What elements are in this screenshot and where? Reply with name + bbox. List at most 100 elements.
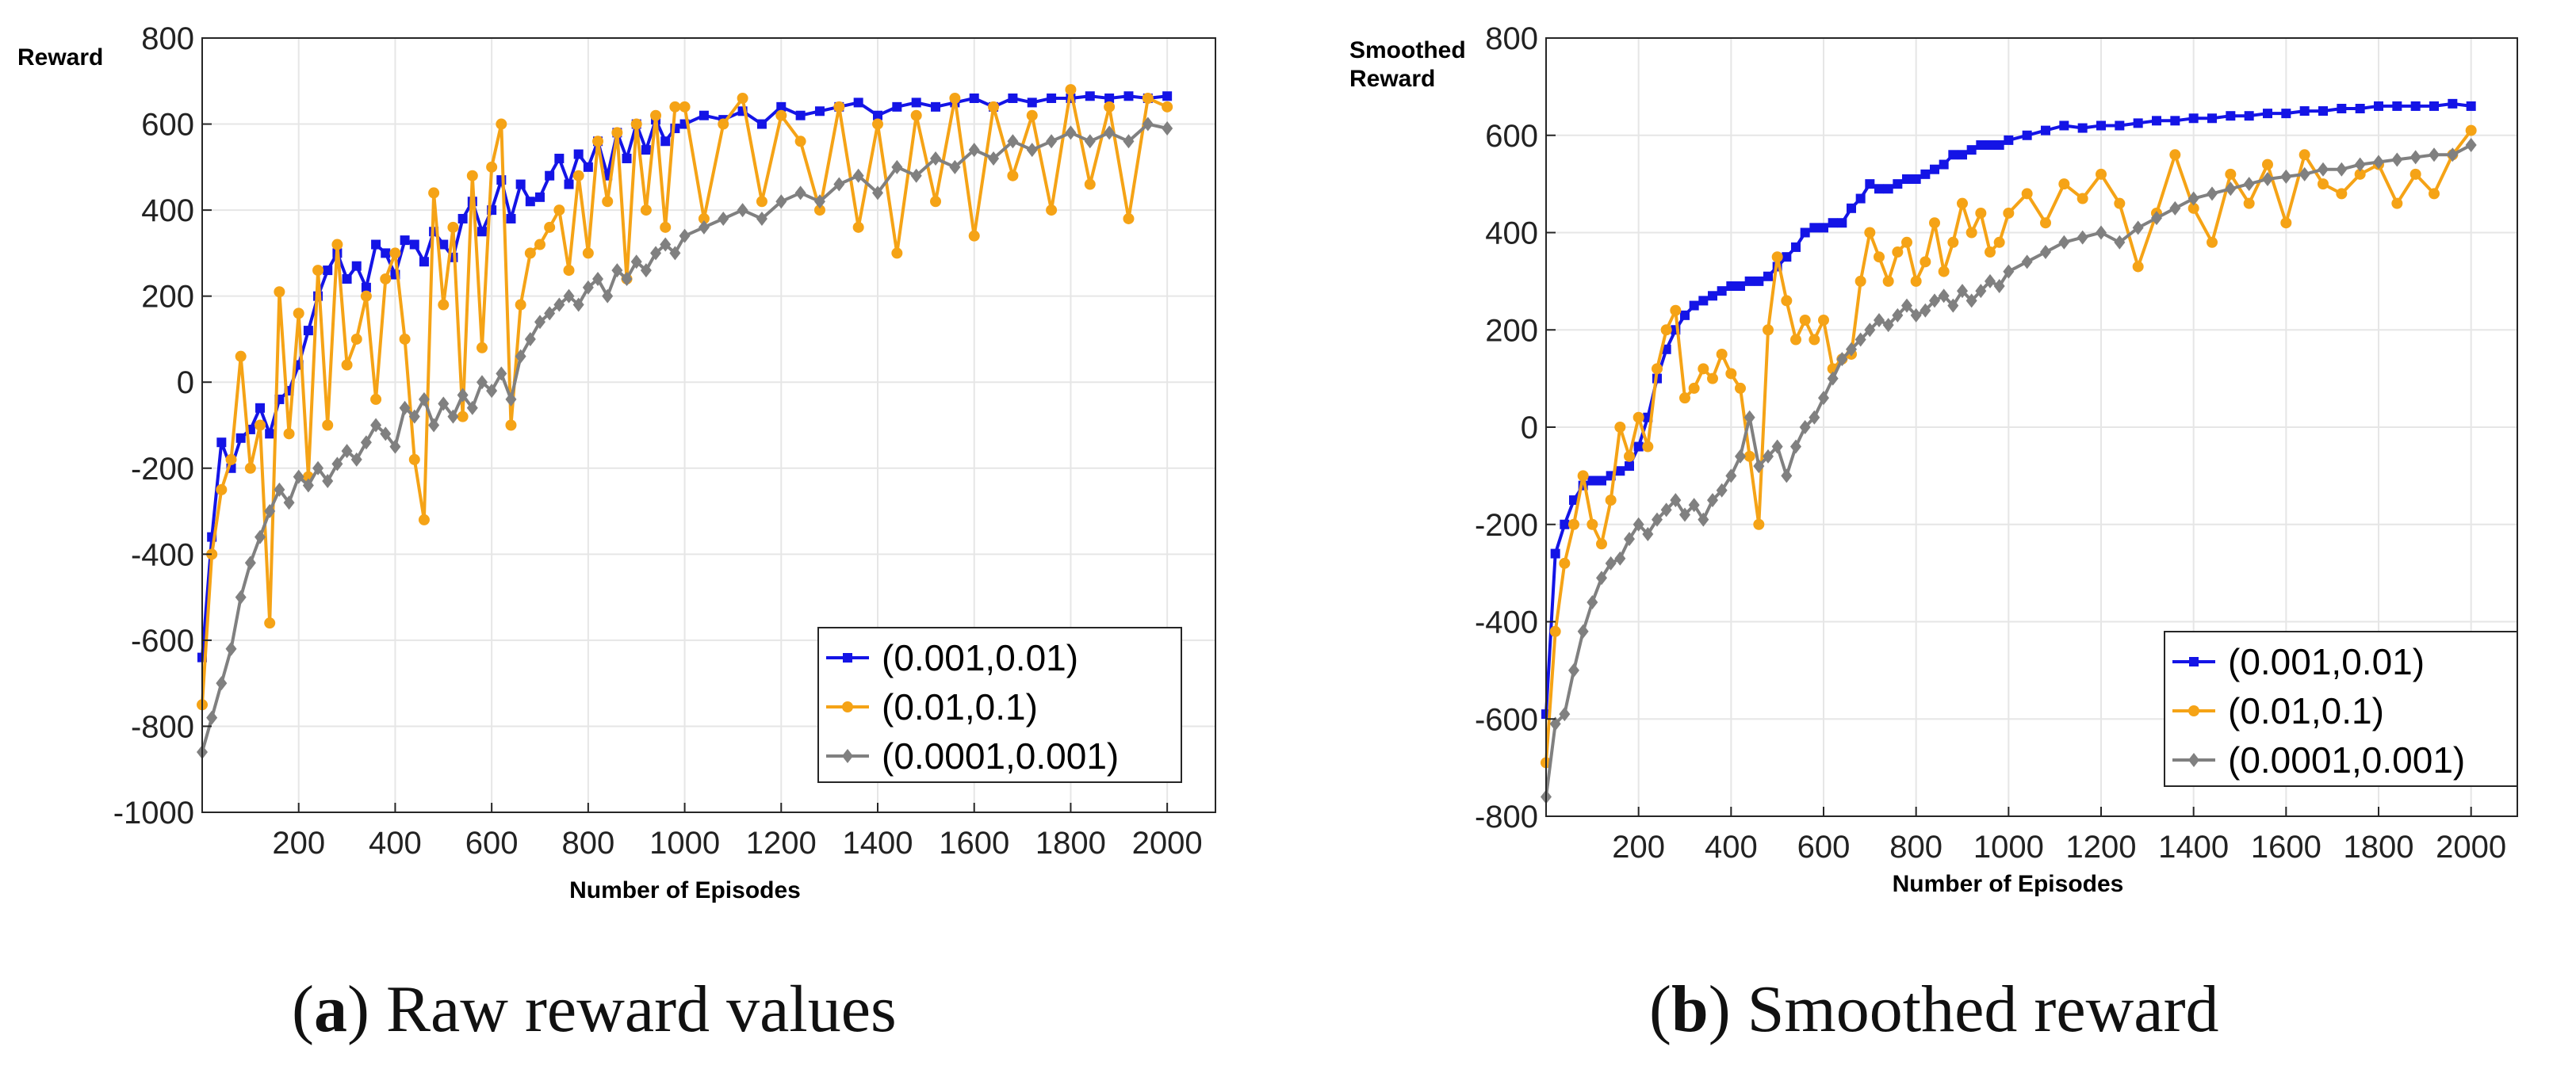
- data-point: [1781, 468, 1793, 483]
- legend-marker: [843, 653, 852, 663]
- data-point: [2040, 245, 2051, 260]
- data-point: [1123, 134, 1135, 149]
- data-point: [1791, 242, 1801, 252]
- y-tick-label: -800: [1475, 800, 1538, 834]
- data-point: [2318, 178, 2329, 190]
- data-point: [1865, 179, 1875, 189]
- legend-marker: [2188, 705, 2199, 716]
- x-tick-label: 200: [1612, 830, 1665, 865]
- data-point: [244, 462, 256, 474]
- data-point: [1781, 295, 1793, 307]
- data-point: [216, 437, 227, 448]
- data-point: [640, 263, 652, 278]
- data-point: [2096, 225, 2107, 240]
- data-point: [2354, 157, 2366, 172]
- data-point: [331, 456, 343, 472]
- x-tick-label: 800: [1889, 830, 1943, 865]
- data-point: [381, 248, 391, 258]
- data-point: [553, 204, 565, 216]
- y-tick-label: 600: [141, 108, 194, 143]
- y-tick-label: -200: [131, 452, 194, 487]
- data-point: [1026, 109, 1038, 121]
- legend-marker: [842, 749, 853, 763]
- data-point: [794, 136, 806, 147]
- x-tick-label: 1800: [1035, 826, 1106, 861]
- data-point: [602, 196, 614, 208]
- data-point: [611, 127, 623, 139]
- data-point: [1614, 551, 1626, 566]
- data-point: [2262, 158, 2273, 170]
- data-point: [447, 221, 459, 233]
- data-point: [1965, 293, 1977, 308]
- data-point: [2374, 101, 2383, 111]
- data-point: [438, 299, 450, 311]
- data-point: [505, 419, 517, 431]
- y-tick-label: -200: [1475, 508, 1538, 543]
- x-tick-label: 1800: [2344, 830, 2414, 865]
- data-point: [572, 170, 584, 181]
- data-point: [1670, 304, 1682, 316]
- data-point: [2058, 235, 2070, 250]
- data-point: [1605, 556, 1617, 571]
- data-point: [650, 246, 662, 261]
- data-point: [255, 529, 266, 544]
- data-point: [1754, 276, 1764, 286]
- caption-a-text: Raw reward values: [385, 972, 897, 1046]
- data-point: [1957, 197, 1968, 209]
- data-point: [1027, 97, 1037, 108]
- data-point: [419, 257, 429, 267]
- x-tick-label: 600: [1797, 830, 1851, 865]
- x-axis-label: Number of Episodes: [1893, 871, 2124, 897]
- legend-marker: [2189, 657, 2199, 666]
- data-point: [2466, 101, 2476, 111]
- data-point: [1104, 93, 1115, 103]
- data-point: [1660, 502, 1672, 517]
- data-point: [2298, 166, 2310, 181]
- data-point: [457, 213, 468, 223]
- x-tick-label: 1400: [843, 826, 913, 861]
- data-point: [380, 426, 392, 441]
- data-point: [466, 400, 478, 415]
- chart-a: 200 400 600 800 1000 1200 1400 1600 1800 2000-100…: [17, 21, 1216, 903]
- data-point: [2207, 113, 2217, 124]
- data-point: [1938, 288, 1950, 304]
- data-point: [1929, 293, 1940, 308]
- data-point: [1084, 134, 1096, 149]
- data-point: [2096, 120, 2106, 131]
- data-point: [1790, 439, 1801, 454]
- data-point: [813, 194, 825, 209]
- data-point: [1162, 120, 1173, 136]
- x-tick-label: 1600: [939, 826, 1009, 861]
- data-point: [418, 391, 430, 407]
- data-point: [1577, 624, 1589, 639]
- data-point: [2263, 109, 2272, 119]
- data-point: [611, 263, 623, 278]
- data-point: [1743, 450, 1755, 462]
- y-tick-label: -400: [131, 537, 194, 572]
- data-point: [428, 187, 440, 199]
- data-point: [1958, 150, 1967, 160]
- data-point: [545, 170, 555, 181]
- data-point: [833, 101, 845, 113]
- data-point: [1605, 495, 1617, 506]
- data-point: [630, 254, 642, 269]
- data-point: [814, 106, 825, 116]
- data-point: [1123, 212, 1135, 224]
- caption-b-letter: b: [1671, 972, 1709, 1046]
- data-point: [1007, 170, 1019, 181]
- data-point: [1947, 236, 1959, 248]
- data-point: [1008, 93, 1018, 103]
- y-axis-label: Reward: [1349, 66, 1435, 92]
- data-point: [602, 288, 614, 304]
- data-point: [1855, 193, 1866, 204]
- data-point: [1707, 372, 1718, 384]
- data-point: [389, 439, 401, 454]
- data-point: [1910, 307, 1922, 323]
- y-tick-label: -1000: [113, 796, 194, 831]
- data-point: [2225, 168, 2237, 180]
- data-point: [255, 403, 266, 413]
- data-point: [2004, 135, 2014, 145]
- data-point: [312, 460, 324, 475]
- data-point: [235, 433, 246, 443]
- data-point: [2336, 188, 2348, 200]
